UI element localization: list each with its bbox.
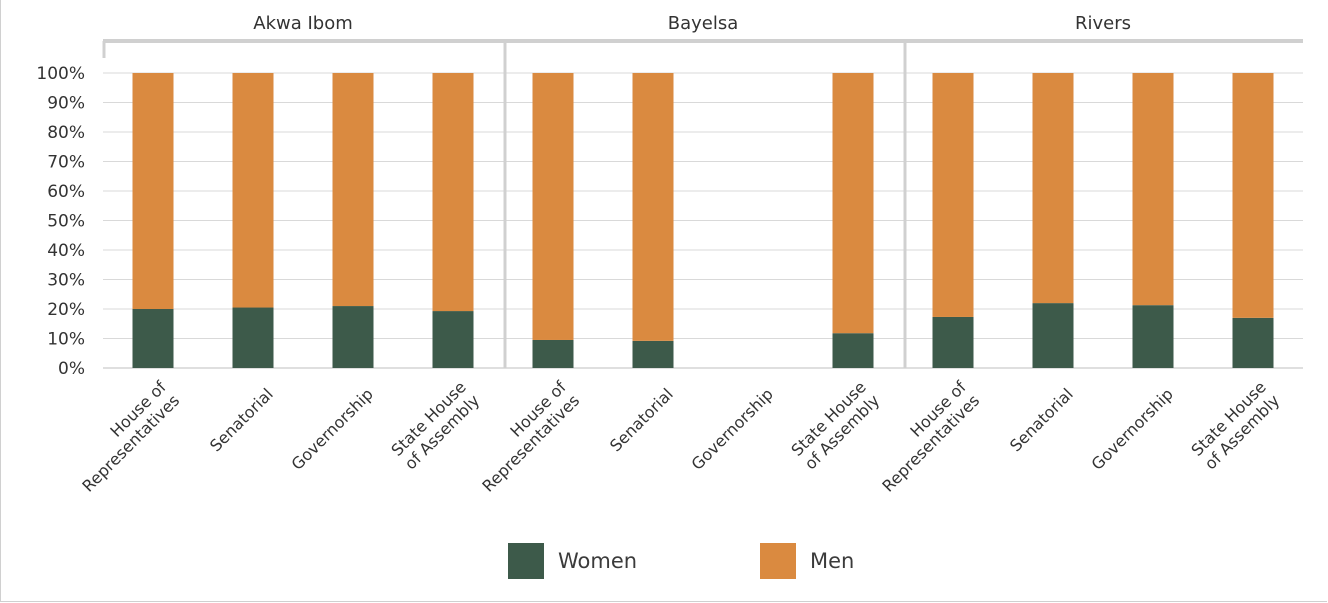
y-tick-label: 0% (58, 359, 85, 379)
bar-men (632, 73, 674, 341)
bar-men (1132, 73, 1174, 306)
category-label: State Houseof Assembly (387, 377, 483, 473)
y-tick-label: 100% (36, 64, 85, 84)
group-label: Akwa Ibom (253, 13, 353, 34)
bar-men (932, 73, 974, 317)
category-label-line: Governorship (1088, 384, 1177, 473)
legend-swatch-women (508, 543, 544, 579)
bar-women (532, 339, 574, 368)
bar-men (332, 73, 374, 307)
category-label: Governorship (688, 384, 777, 473)
y-tick-label: 60% (47, 182, 85, 202)
bar-men (432, 73, 474, 312)
category-label: Senatorial (606, 384, 677, 455)
category-label: State Houseof Assembly (787, 377, 883, 473)
bar-women (832, 333, 874, 368)
category-label-line: Senatorial (1006, 384, 1077, 455)
bar-men (1232, 73, 1274, 318)
bar-women (1032, 303, 1074, 368)
bar-women (332, 306, 374, 368)
y-tick-label: 80% (47, 123, 85, 143)
stacked-bar-chart: 0% 10% 20% 30% 40% 50% 60% 70% 80% 90% 100% Akwa Ib… (36, 13, 1303, 496)
bar-men (1032, 73, 1074, 304)
bar-women (632, 340, 674, 368)
legend-item-men: Men (760, 543, 854, 579)
legend-label-women: Women (558, 549, 638, 573)
legend-item-women: Women (508, 543, 637, 579)
bar-men (132, 73, 174, 309)
group-label: Rivers (1075, 13, 1131, 34)
bar-women (1232, 317, 1274, 368)
category-label: Governorship (288, 384, 377, 473)
bar-women (1132, 305, 1174, 368)
category-label: House ofRepresentatives (465, 377, 584, 496)
category-label-line: Governorship (288, 384, 377, 473)
bar-women (132, 309, 174, 368)
category-label-line: Senatorial (206, 384, 277, 455)
category-label-line: Senatorial (606, 384, 677, 455)
y-tick-label: 30% (47, 271, 85, 291)
bar-men (232, 73, 274, 308)
y-tick-label: 10% (47, 330, 85, 350)
bar-men (832, 73, 874, 334)
category-label: Governorship (1088, 384, 1177, 473)
category-label: House ofRepresentatives (865, 377, 984, 496)
legend-label-men: Men (810, 549, 855, 573)
bar-women (232, 307, 274, 368)
bar-women (932, 316, 974, 368)
category-label: State Houseof Assembly (1187, 377, 1283, 473)
category-label-line: Governorship (688, 384, 777, 473)
bar-men (532, 73, 574, 340)
y-tick-label: 20% (47, 300, 85, 320)
y-tick-label: 70% (47, 153, 85, 173)
y-tick-label: 50% (47, 212, 85, 232)
category-label: Senatorial (1006, 384, 1077, 455)
category-label: Senatorial (206, 384, 277, 455)
group-label: Bayelsa (668, 13, 739, 34)
y-tick-label: 90% (47, 94, 85, 114)
y-tick-label: 40% (47, 241, 85, 261)
legend-swatch-men (760, 543, 796, 579)
bar-women (432, 311, 474, 368)
category-label: House ofRepresentatives (65, 377, 184, 496)
